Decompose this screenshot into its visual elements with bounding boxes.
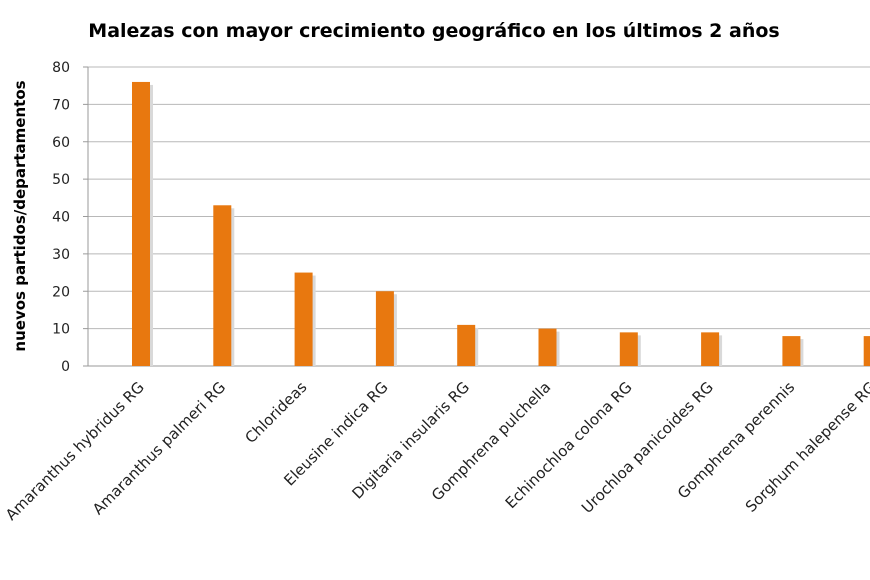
y-tick-label: 60 <box>52 135 70 151</box>
x-category-label: Urochloa panicoides RG <box>578 378 717 517</box>
x-category-label: Chlorideas <box>242 378 311 447</box>
gridlines <box>87 66 870 367</box>
bar-echinochloa-colona-rg <box>619 332 638 366</box>
bar-gomphrena-pulchella <box>538 328 557 366</box>
bar-eleusine-indica-rg <box>375 291 394 366</box>
y-tick-label: 20 <box>52 284 70 300</box>
y-tick-label: 40 <box>52 210 70 226</box>
y-axis-ticks: 0 10 20 30 40 50 60 70 80 <box>52 60 88 375</box>
bar-digitaria-insularis-rg <box>457 324 476 366</box>
y-tick-label: 50 <box>52 172 70 188</box>
x-category-label: Sorghum halepense RG <box>742 378 870 516</box>
bar-chlorideas <box>294 272 313 366</box>
x-category-label: Amaranthus palmeri RG <box>89 378 229 518</box>
y-tick-label: 70 <box>52 97 70 113</box>
bar-amaranthus-hybridus-rg <box>132 81 150 366</box>
bar-urochloa-panicoides-rg <box>701 332 720 366</box>
bar-sorghum-halepense-rg <box>863 336 870 366</box>
y-tick-label: 0 <box>61 359 70 375</box>
chart-title: Malezas con mayor crecimiento geográfico… <box>88 20 779 42</box>
y-tick-label: 10 <box>52 322 70 338</box>
bar-gomphrena-perennis <box>782 336 801 366</box>
bar-amaranthus-palmeri-rg <box>213 205 232 366</box>
bars <box>132 81 870 366</box>
y-tick-label: 80 <box>52 60 70 76</box>
y-axis-label: nuevos partidos/departamentos <box>11 80 29 351</box>
y-tick-label: 30 <box>52 247 70 263</box>
x-category-label: Amaranthus hybridus RG <box>2 378 148 524</box>
